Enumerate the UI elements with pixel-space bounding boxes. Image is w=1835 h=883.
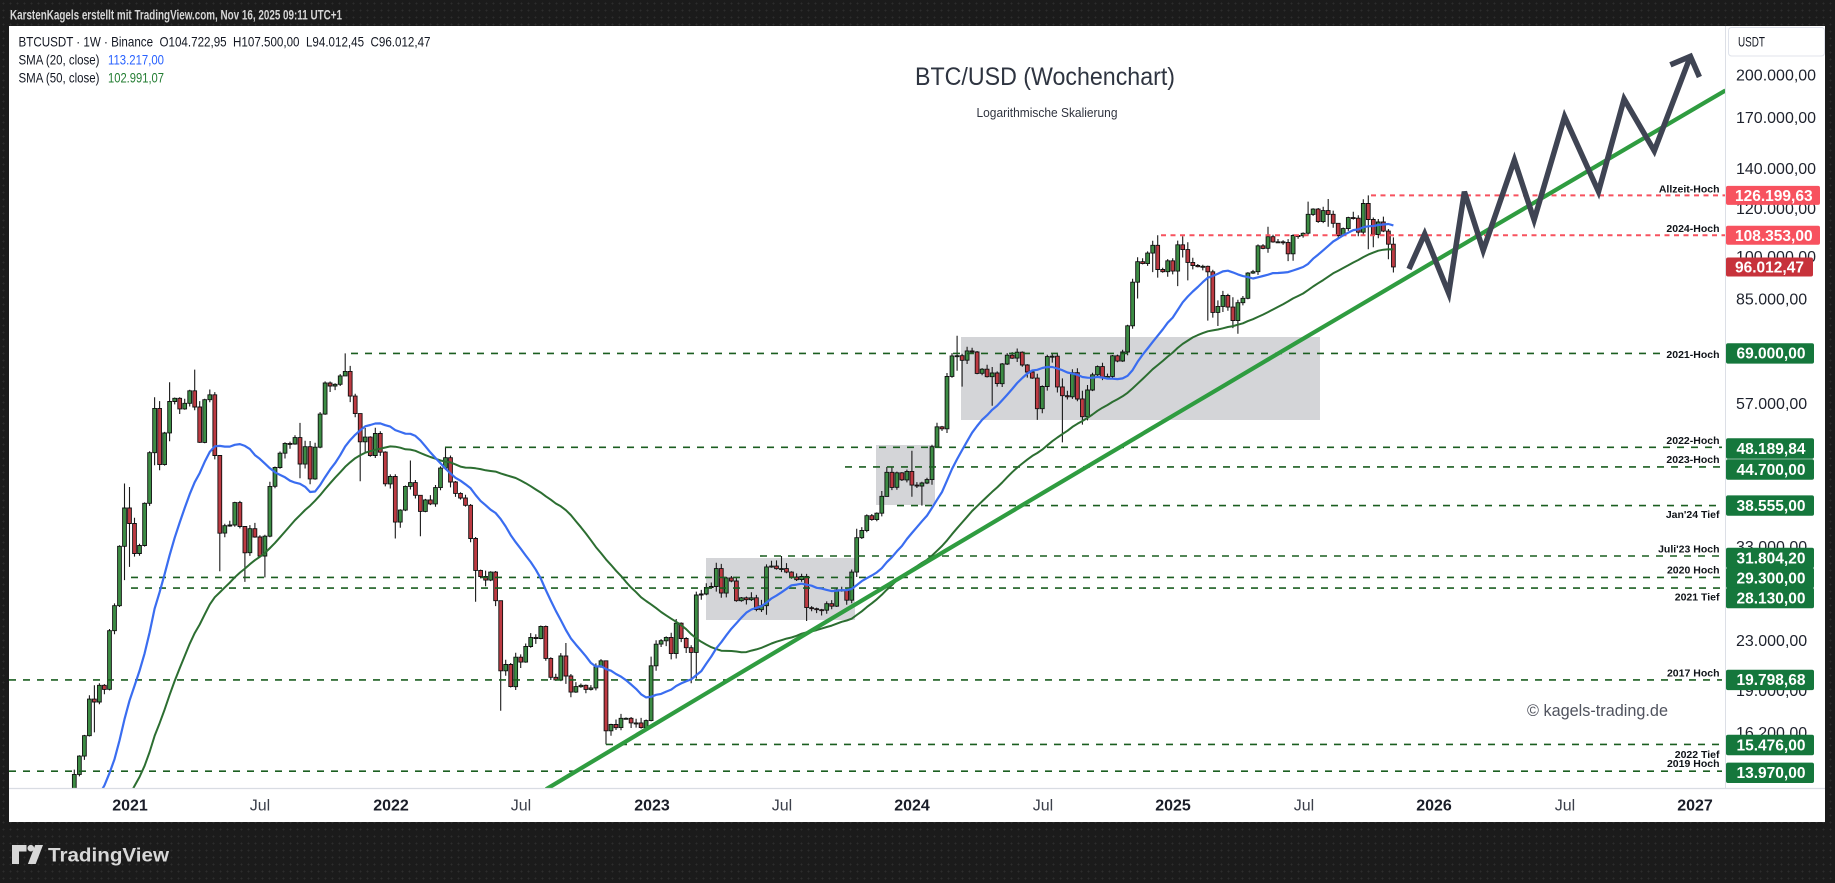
svg-text:Allzeit-Hoch: Allzeit-Hoch — [1659, 183, 1720, 195]
svg-text:TradingView: TradingView — [48, 846, 169, 867]
svg-text:108.353,00: 108.353,00 — [1735, 228, 1813, 245]
svg-text:2025: 2025 — [1155, 798, 1191, 815]
svg-text:140.000,00: 140.000,00 — [1736, 161, 1816, 178]
svg-text:2021 Tief: 2021 Tief — [1675, 592, 1720, 604]
svg-text:29.300,00: 29.300,00 — [1737, 570, 1806, 587]
svg-text:2017 Hoch: 2017 Hoch — [1667, 668, 1720, 680]
svg-text:2022 Tief: 2022 Tief — [1675, 749, 1720, 761]
svg-text:126.199,63: 126.199,63 — [1735, 188, 1813, 205]
svg-text:SMA (20, close): SMA (20, close) — [19, 52, 100, 68]
svg-text:BTCUSDT · 1W · Binance O104.7: BTCUSDT · 1W · Binance O104.722,95 H107.… — [19, 34, 431, 50]
svg-text:2026: 2026 — [1416, 798, 1452, 815]
svg-text:Jul: Jul — [250, 798, 270, 815]
svg-text:Jul: Jul — [772, 798, 792, 815]
svg-text:120.000,00: 120.000,00 — [1736, 201, 1816, 218]
svg-text:KarstenKagels erstellt mit Tra: KarstenKagels erstellt mit TradingView.c… — [10, 8, 342, 23]
svg-text:85.000,00: 85.000,00 — [1736, 291, 1807, 308]
svg-text:57.000,00: 57.000,00 — [1736, 396, 1807, 413]
svg-text:Jul: Jul — [1555, 798, 1575, 815]
svg-text:15.476,00: 15.476,00 — [1737, 737, 1806, 754]
svg-text:2022: 2022 — [373, 798, 409, 815]
svg-text:BTC/USD (Wochenchart): BTC/USD (Wochenchart) — [915, 63, 1175, 91]
svg-text:38.555,00: 38.555,00 — [1737, 498, 1806, 515]
svg-text:2023-Hoch: 2023-Hoch — [1666, 454, 1719, 466]
svg-text:28.130,00: 28.130,00 — [1737, 590, 1806, 607]
svg-text:2023: 2023 — [634, 798, 670, 815]
svg-text:SMA (50, close): SMA (50, close) — [19, 70, 100, 86]
svg-text:Jul: Jul — [1033, 798, 1053, 815]
svg-text:170.000,00: 170.000,00 — [1736, 110, 1816, 127]
svg-text:113.217,00: 113.217,00 — [108, 52, 164, 68]
svg-text:44.700,00: 44.700,00 — [1737, 462, 1806, 479]
svg-text:2019 Hoch: 2019 Hoch — [1667, 758, 1720, 770]
svg-text:69.000,00: 69.000,00 — [1737, 346, 1806, 363]
svg-text:2024: 2024 — [894, 798, 930, 815]
svg-text:19.798,68: 19.798,68 — [1737, 672, 1806, 689]
svg-text:102.991,07: 102.991,07 — [108, 70, 164, 86]
svg-text:Jul: Jul — [1294, 798, 1314, 815]
svg-text:2021: 2021 — [112, 798, 148, 815]
svg-text:2022-Hoch: 2022-Hoch — [1666, 435, 1719, 447]
svg-text:2027: 2027 — [1677, 798, 1713, 815]
svg-text:Jan'24 Tief: Jan'24 Tief — [1666, 509, 1720, 521]
svg-text:Juli'23 Hoch: Juli'23 Hoch — [1658, 544, 1719, 556]
svg-text:96.012,47: 96.012,47 — [1735, 260, 1804, 277]
svg-text:2021-Hoch: 2021-Hoch — [1666, 349, 1719, 361]
svg-text:200.000,00: 200.000,00 — [1736, 68, 1816, 85]
svg-text:31.804,20: 31.804,20 — [1737, 550, 1806, 567]
svg-text:13.970,00: 13.970,00 — [1737, 765, 1806, 782]
svg-text:2020 Hoch: 2020 Hoch — [1667, 565, 1720, 577]
svg-text:Logarithmische Skalierung: Logarithmische Skalierung — [977, 105, 1118, 120]
svg-text:48.189,84: 48.189,84 — [1737, 441, 1806, 458]
svg-text:USDT: USDT — [1738, 34, 1765, 50]
svg-text:2024-Hoch: 2024-Hoch — [1666, 223, 1719, 235]
svg-text:© kagels-trading.de: © kagels-trading.de — [1527, 701, 1668, 720]
svg-text:23.000,00: 23.000,00 — [1736, 633, 1807, 650]
svg-text:Jul: Jul — [511, 798, 531, 815]
